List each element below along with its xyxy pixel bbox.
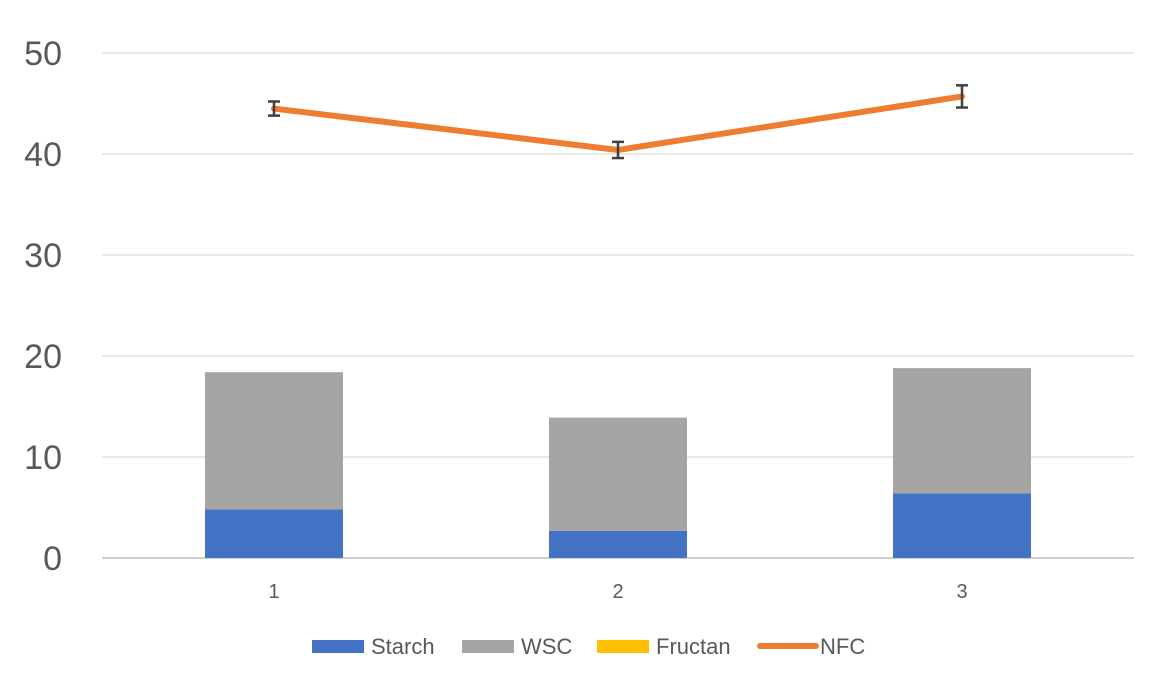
bar-wsc-3 xyxy=(893,368,1031,493)
legend-label: Fructan xyxy=(656,634,731,659)
legend-item-nfc: NFC xyxy=(760,634,865,659)
legend-swatch xyxy=(597,640,649,653)
legend-label: Starch xyxy=(371,634,435,659)
bar-wsc-2 xyxy=(549,418,687,531)
bar-starch-1 xyxy=(205,510,343,558)
legend-item-starch: Starch xyxy=(312,634,435,659)
y-tick-label: 50 xyxy=(24,35,62,73)
legend-swatch xyxy=(462,640,514,653)
bars xyxy=(205,368,1031,558)
legend: Starch WSC Fructan NFC xyxy=(312,634,865,659)
x-tick-label: 2 xyxy=(612,581,623,603)
y-tick-label: 30 xyxy=(24,237,62,275)
x-tick-label: 3 xyxy=(956,581,967,603)
legend-swatch xyxy=(312,640,364,653)
legend-label: NFC xyxy=(820,634,865,659)
bar-wsc-1 xyxy=(205,372,343,509)
x-tick-label: 1 xyxy=(268,581,279,603)
y-tick-label: 10 xyxy=(24,439,62,477)
y-tick-label: 0 xyxy=(43,540,62,578)
bar-starch-3 xyxy=(893,493,1031,558)
y-tick-label: 40 xyxy=(24,136,62,174)
nfc-line-group xyxy=(268,85,968,158)
legend-label: WSC xyxy=(521,634,572,659)
legend-item-wsc: WSC xyxy=(462,634,572,659)
bar-starch-2 xyxy=(549,531,687,558)
x-axis-ticks: 1 2 3 xyxy=(268,581,967,603)
legend-item-fructan: Fructan xyxy=(597,634,731,659)
y-axis-ticks: 0 10 20 30 40 50 xyxy=(24,35,62,578)
y-tick-label: 20 xyxy=(24,338,62,376)
